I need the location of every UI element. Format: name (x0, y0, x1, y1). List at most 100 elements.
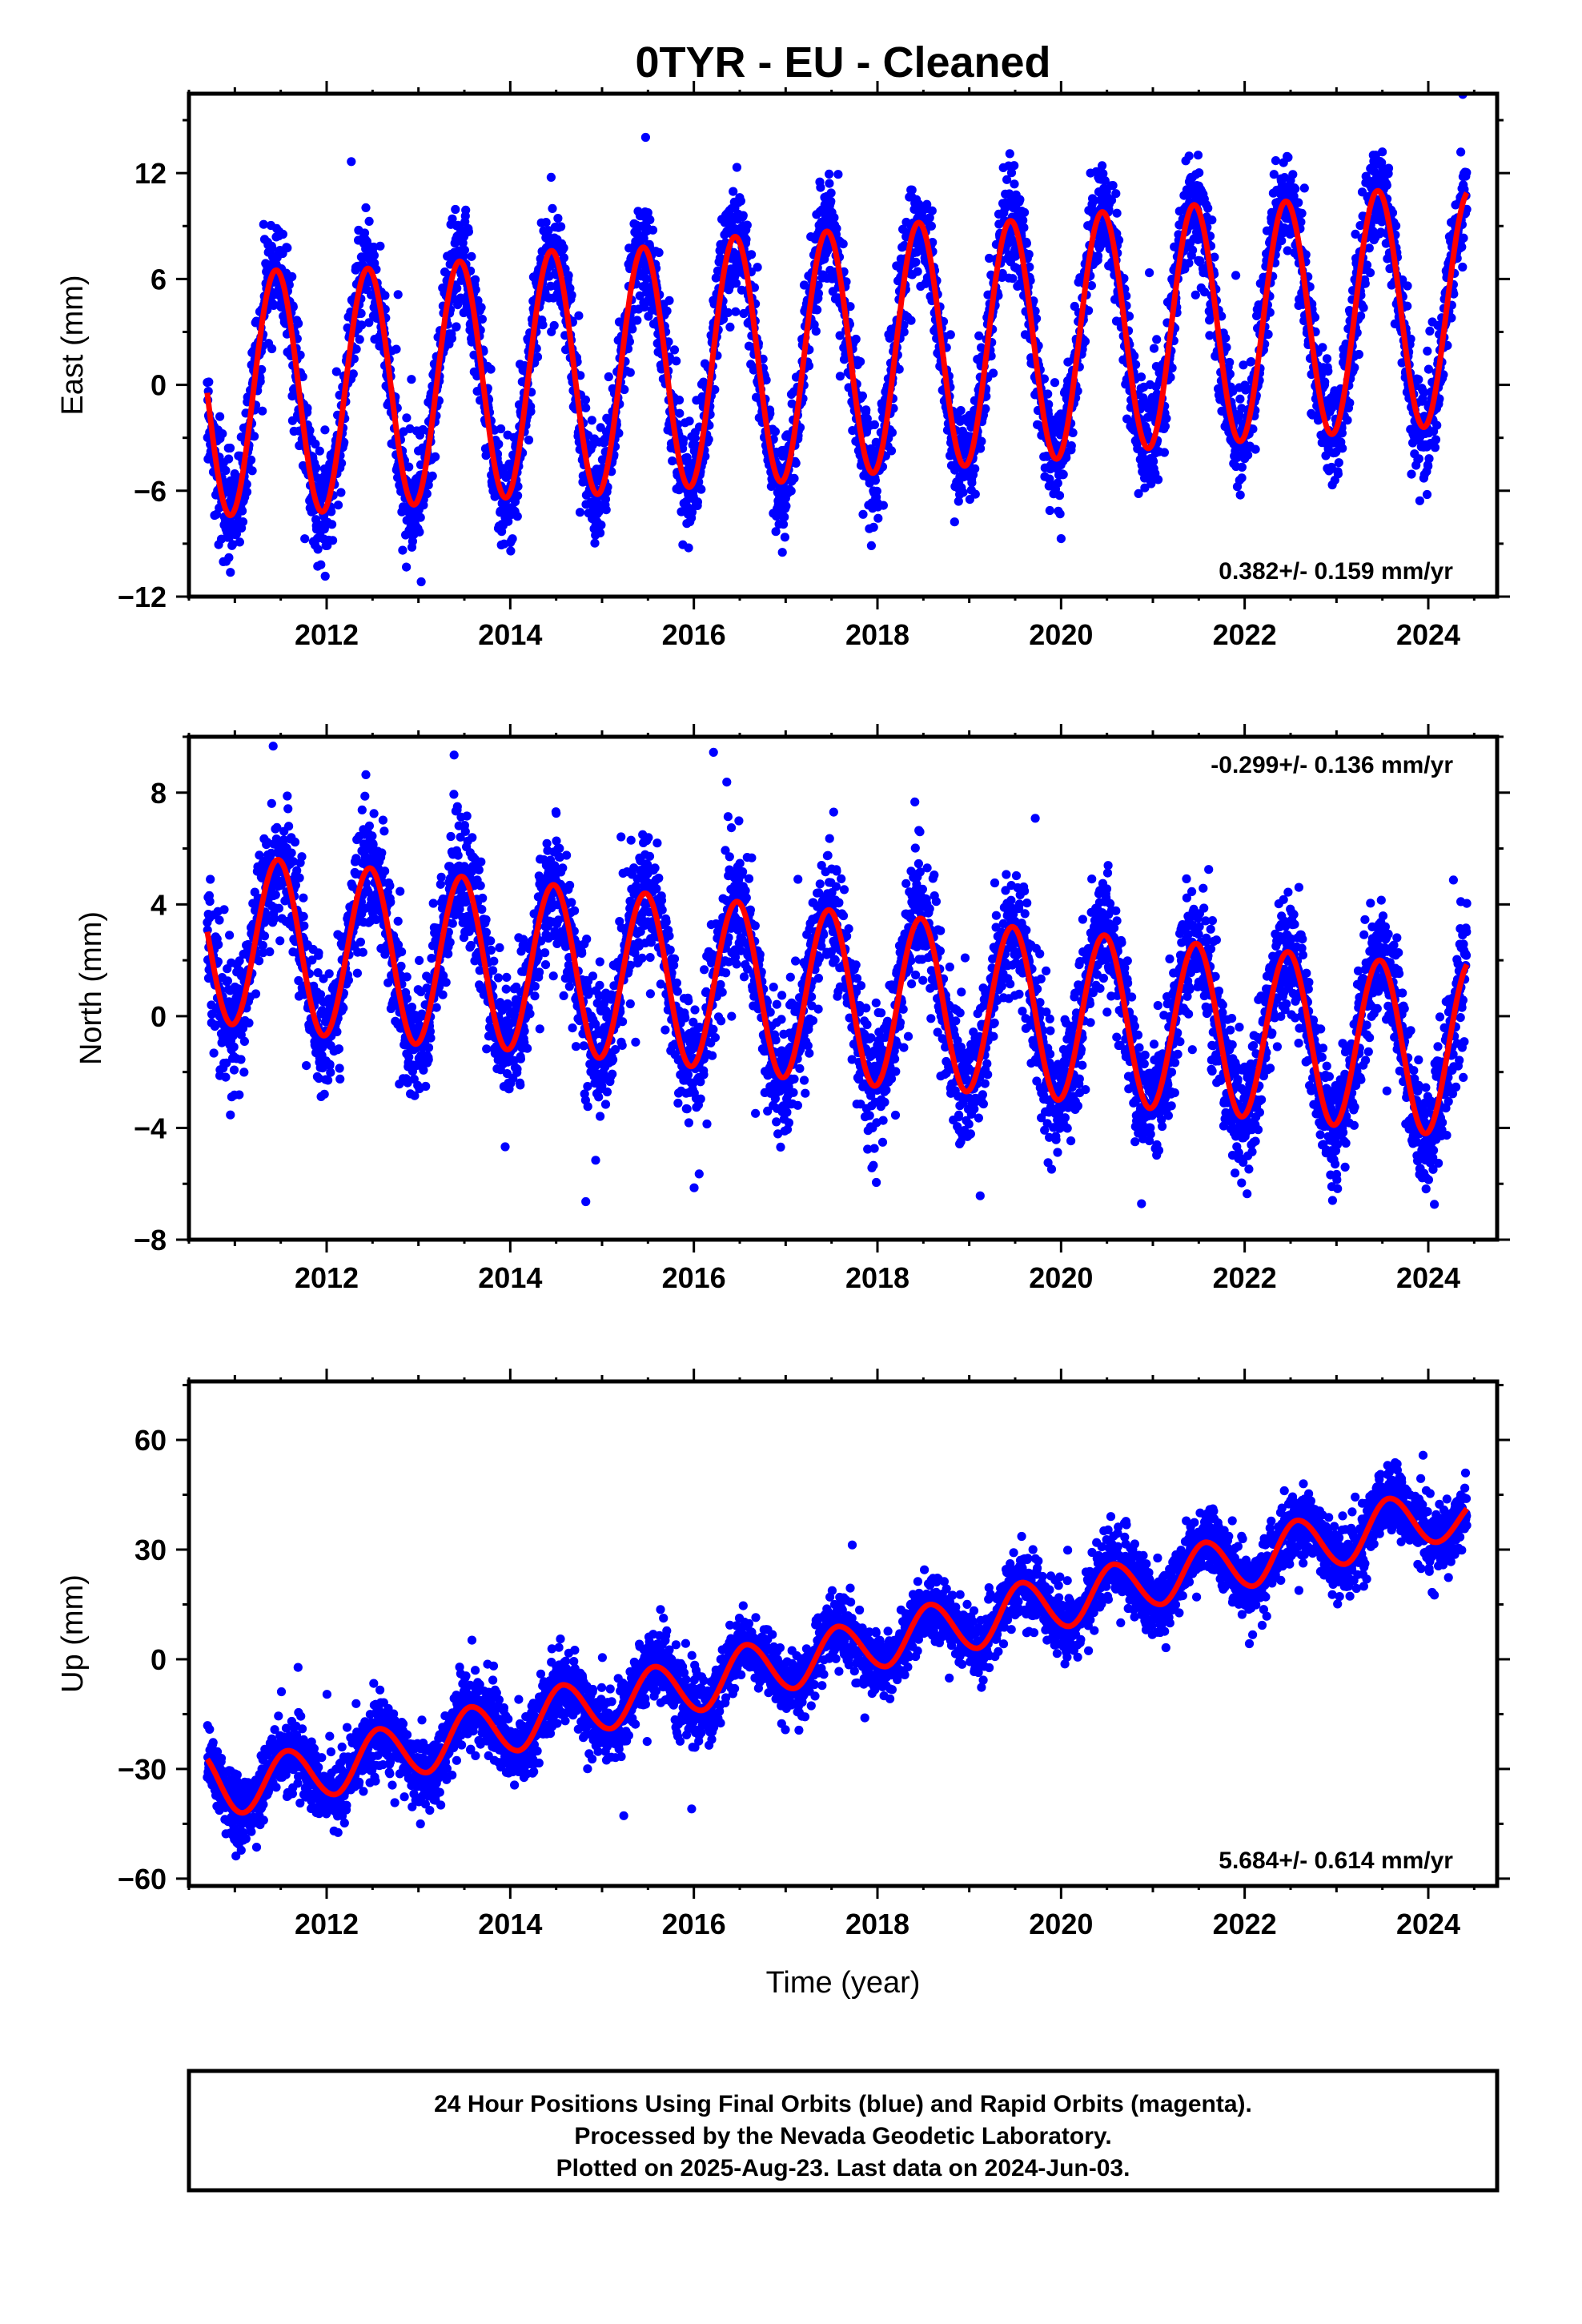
data-point (1423, 346, 1432, 356)
data-point (235, 537, 244, 547)
data-point (913, 267, 922, 276)
data-point (204, 377, 214, 387)
data-point (526, 407, 536, 416)
data-point (625, 368, 635, 377)
data-point (989, 368, 998, 378)
data-point (422, 489, 432, 499)
data-point (242, 480, 251, 489)
data-point (872, 486, 881, 496)
data-point (369, 251, 379, 260)
data-point (1291, 184, 1300, 194)
data-point (1422, 489, 1432, 500)
data-point (328, 536, 338, 545)
data-point (1225, 357, 1235, 368)
data-point (1055, 509, 1065, 519)
data-point (553, 214, 563, 223)
data-point (927, 206, 937, 215)
data-point (869, 522, 878, 533)
data-point (645, 215, 655, 224)
data-point (1019, 223, 1029, 232)
data-point (1343, 416, 1352, 425)
data-point (402, 562, 412, 572)
data-point (1005, 149, 1014, 159)
data-point (496, 424, 506, 434)
data-point (339, 437, 349, 448)
data-point (950, 517, 959, 527)
data-point (1159, 448, 1169, 457)
data-point (1108, 181, 1118, 191)
data-point (1263, 329, 1273, 340)
data-point (1191, 290, 1200, 300)
data-point (1391, 221, 1401, 231)
data-point (813, 305, 822, 315)
data-point (1020, 207, 1030, 217)
data-point (508, 534, 517, 544)
data-point (832, 223, 841, 233)
data-point (669, 345, 680, 355)
data-point (452, 322, 461, 332)
data-point (723, 308, 733, 317)
data-point (1225, 369, 1235, 379)
data-point (640, 132, 651, 143)
data-point (1111, 189, 1121, 199)
data-point (604, 372, 613, 382)
data-point (564, 271, 573, 280)
data-point (407, 375, 416, 384)
data-point (813, 288, 823, 298)
data-point (926, 221, 936, 231)
data-point (1235, 490, 1245, 500)
data-point (1237, 462, 1247, 472)
data-point (1334, 458, 1343, 468)
data-point (826, 196, 836, 207)
data-point (1221, 333, 1231, 343)
data-point (601, 505, 611, 515)
data-point (238, 517, 248, 527)
data-point (780, 513, 789, 522)
data-point (1195, 256, 1205, 266)
data-point (1271, 156, 1281, 166)
data-point (404, 462, 414, 472)
data-point (294, 319, 303, 328)
data-point (1338, 444, 1347, 453)
data-point (331, 367, 341, 376)
data-point (1058, 469, 1068, 480)
data-point (886, 446, 897, 456)
data-point (320, 425, 330, 435)
data-point (856, 357, 865, 367)
data-point (1403, 301, 1412, 311)
data-point (693, 497, 703, 507)
data-point (405, 424, 415, 434)
data-point (461, 205, 471, 215)
data-point (559, 253, 569, 263)
data-point (467, 251, 476, 261)
data-point (305, 426, 315, 436)
data-point (770, 427, 781, 436)
data-point (486, 364, 496, 374)
data-point (878, 501, 888, 510)
data-point (247, 455, 256, 465)
data-point (789, 473, 799, 484)
data-point (351, 344, 361, 354)
data-point (1080, 336, 1090, 346)
data-point (278, 229, 287, 239)
data-point (257, 364, 267, 375)
data-point (1160, 421, 1170, 431)
data-point (1235, 394, 1245, 404)
data-point (546, 172, 556, 182)
data-point (238, 506, 247, 516)
data-point (1024, 250, 1034, 259)
data-point (736, 196, 746, 206)
data-point (826, 188, 836, 198)
data-point (298, 372, 307, 382)
data-point (738, 211, 748, 220)
data-point (1360, 279, 1370, 288)
data-point (1378, 147, 1387, 157)
data-point (781, 501, 791, 511)
data-point (452, 283, 462, 293)
data-point (1015, 195, 1025, 204)
data-point (408, 537, 417, 546)
data-point (907, 185, 917, 195)
data-point (1184, 259, 1194, 268)
data-point (356, 308, 366, 318)
data-point (247, 466, 257, 476)
